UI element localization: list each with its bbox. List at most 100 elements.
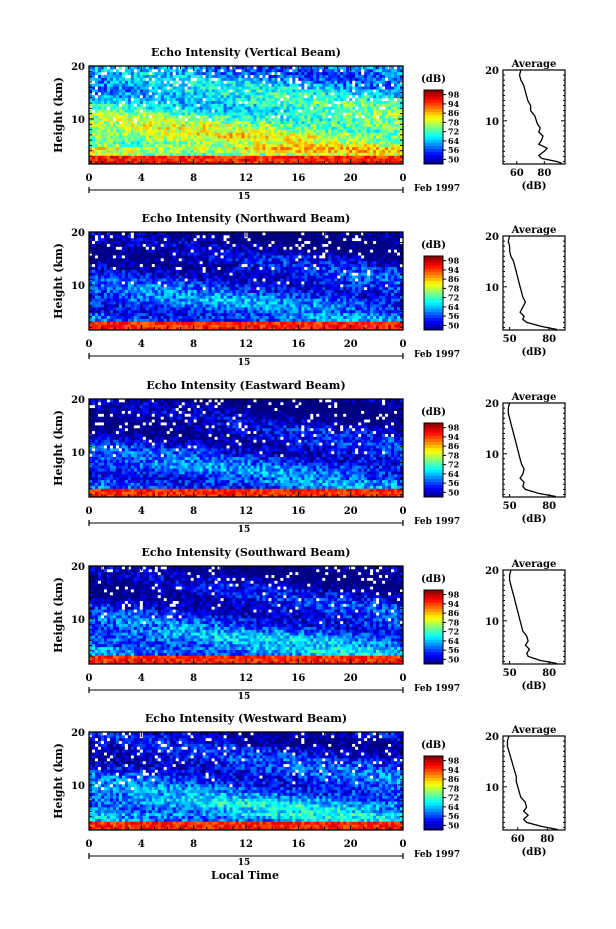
heatmap-cell — [385, 86, 388, 89]
heatmap-cell — [262, 155, 265, 158]
heatmap-cell — [253, 144, 256, 147]
heatmap-cell — [250, 301, 253, 304]
heatmap-cell — [268, 89, 271, 92]
heatmap-cell — [182, 106, 185, 109]
heatmap-cell — [227, 141, 230, 144]
heatmap-cell — [283, 132, 286, 135]
heatmap-cell — [200, 313, 203, 316]
heatmap-cell — [161, 106, 164, 109]
heatmap-cell — [391, 86, 394, 89]
heatmap-cell — [95, 86, 98, 89]
heatmap-cell — [253, 295, 256, 298]
heatmap-cell — [352, 138, 355, 141]
heatmap-cell — [313, 103, 316, 106]
heatmap-cell — [397, 72, 400, 75]
heatmap-cell — [355, 124, 358, 127]
heatmap-cell — [158, 141, 161, 144]
heatmap-cell — [236, 112, 239, 115]
heatmap-cell — [170, 307, 173, 310]
heatmap-cell — [337, 304, 340, 307]
heatmap-cell — [236, 321, 239, 324]
heatmap-cell — [158, 75, 161, 78]
heatmap-cell — [95, 109, 98, 112]
heatmap-cell — [191, 144, 194, 147]
heatmap-cell — [230, 313, 233, 316]
heatmap-cell — [334, 127, 337, 130]
heatmap-cell — [203, 72, 206, 75]
heatmap-cell — [149, 106, 152, 109]
heatmap-cell — [185, 321, 188, 324]
heatmap-cell — [179, 89, 182, 92]
heatmap-cell — [280, 118, 283, 121]
heatmap-cell — [397, 98, 400, 101]
heatmap-cell — [283, 313, 286, 316]
heatmap-cell — [313, 98, 316, 101]
heatmap-cell — [164, 138, 167, 141]
heatmap-cell — [259, 75, 262, 78]
heatmap-cell — [221, 324, 224, 327]
heatmap-cell — [173, 112, 176, 115]
heatmap-cell — [116, 78, 119, 81]
heatmap-cell — [358, 313, 361, 316]
heatmap-cell — [185, 298, 188, 301]
heatmap-cell — [295, 155, 298, 158]
heatmap-cell — [280, 313, 283, 316]
heatmap-cell — [364, 152, 367, 155]
heatmap-cell — [304, 127, 307, 130]
heatmap-cell — [185, 112, 188, 115]
heatmap-cell — [334, 298, 337, 301]
heatmap-cell — [286, 138, 289, 141]
heatmap-cell — [185, 155, 188, 158]
heatmap-cell — [367, 72, 370, 75]
heatmap-cell — [200, 316, 203, 319]
heatmap-cell — [340, 80, 343, 83]
heatmap-cell — [128, 124, 131, 127]
heatmap-cell — [262, 95, 265, 98]
heatmap-cell — [289, 106, 292, 109]
heatmap-cell — [283, 115, 286, 118]
heatmap-cell — [95, 69, 98, 72]
heatmap-cell — [349, 152, 352, 155]
heatmap-cell — [253, 118, 256, 121]
heatmap-cell — [158, 124, 161, 127]
heatmap-cell — [319, 109, 322, 112]
heatmap-cell — [215, 89, 218, 92]
heatmap-cell — [164, 124, 167, 127]
heatmap-cell — [155, 150, 158, 153]
heatmap-cell — [298, 98, 301, 101]
heatmap-cell — [277, 304, 280, 307]
heatmap-cell — [119, 138, 122, 141]
heatmap-cell — [173, 86, 176, 89]
heatmap — [89, 232, 403, 330]
heatmap-cell — [304, 155, 307, 158]
heatmap-cell — [355, 72, 358, 75]
heatmap-cell — [331, 95, 334, 98]
heatmap-cell — [218, 321, 221, 324]
heatmap-cell — [233, 144, 236, 147]
heatmap-cell — [92, 103, 95, 106]
heatmap-cell — [98, 101, 101, 104]
heatmap-cell — [355, 101, 358, 104]
heatmap-cell — [268, 313, 271, 316]
heatmap-cell — [158, 138, 161, 141]
heatmap-cell — [101, 150, 104, 153]
heatmap-cell — [316, 132, 319, 135]
heatmap-cell — [164, 313, 167, 316]
heatmap-cell — [242, 127, 245, 130]
heatmap-cell — [173, 295, 176, 298]
heatmap-cell — [191, 132, 194, 135]
heatmap-cell — [310, 118, 313, 121]
heatmap-cell — [346, 89, 349, 92]
heatmap-cell — [176, 324, 179, 327]
heatmap-cell — [397, 124, 400, 127]
heatmap-cell — [346, 121, 349, 124]
heatmap-cell — [230, 132, 233, 135]
heatmap-cell — [161, 103, 164, 106]
heatmap-cell — [313, 86, 316, 89]
heatmap-cell — [343, 152, 346, 155]
heatmap-cell — [134, 98, 137, 101]
heatmap-cell — [215, 129, 218, 132]
heatmap-cell — [167, 69, 170, 72]
heatmap-cell — [119, 141, 122, 144]
heatmap-cell — [206, 135, 209, 138]
